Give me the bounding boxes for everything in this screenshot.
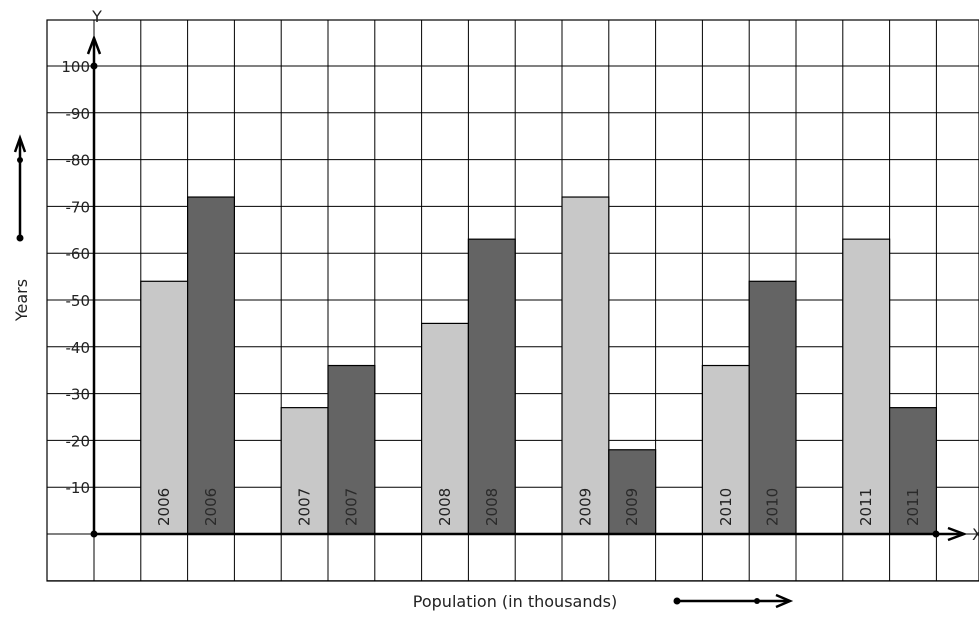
x-axis-letter: X <box>972 525 979 544</box>
bar-2010-s1 <box>701 364 750 535</box>
bar-2008-s2 <box>467 238 516 535</box>
bar-2008-s1 <box>421 322 470 535</box>
bar-2006-s1 <box>140 280 189 535</box>
bar-label-2008-s2: 2008 <box>483 488 501 526</box>
bar-2009-s2 <box>608 449 657 535</box>
y-tick-label: -30 <box>66 386 91 404</box>
bar-label-2008-s1: 2008 <box>436 488 454 526</box>
bar-label-2007-s1: 2007 <box>296 488 314 526</box>
y-tick-label: -20 <box>66 432 91 450</box>
bar-label-2009-s1: 2009 <box>576 488 594 526</box>
bar-label-2010-s1: 2010 <box>717 488 735 526</box>
bar-2011-s2 <box>888 407 937 535</box>
bar-2006-s2 <box>187 196 236 535</box>
y-tick-label: 100 <box>61 58 90 76</box>
y-axis-letter: Y <box>91 7 102 26</box>
y-tick-label: -70 <box>66 198 91 216</box>
y-tick-label: -50 <box>66 292 91 310</box>
bar-label-2006-s1: 2006 <box>155 488 173 526</box>
y-tick-label: -60 <box>66 245 91 263</box>
bar-label-2011-s1: 2011 <box>857 488 875 526</box>
bars: 2006 2006 2007 2007 2008 2008 2009 2009 2010 2010… <box>140 196 937 535</box>
axes <box>86 34 968 542</box>
bar-2011-s1 <box>842 238 891 535</box>
axis-titles: Y X Population (in thousands) Years <box>12 7 979 611</box>
y-tick-label: -10 <box>66 479 91 497</box>
bar-label-2011-s2: 2011 <box>904 488 922 526</box>
y-tick-label: -40 <box>66 339 91 357</box>
y-axis-label: Years <box>12 279 31 322</box>
bar-2007-s1 <box>280 407 329 535</box>
bar-label-2009-s2: 2009 <box>623 488 641 526</box>
y-tick-label: -90 <box>66 105 91 123</box>
y-ticks: -10 -20 -30 -40 -50 -60 -70 -80 -90 100 <box>61 58 90 497</box>
y-tick-label: -80 <box>66 152 91 170</box>
bar-label-2010-s2: 2010 <box>764 488 782 526</box>
bar-2009-s1 <box>561 196 610 535</box>
x-axis-label: Population (in thousands) <box>413 592 617 611</box>
decorative-arrows <box>13 134 794 609</box>
bar-label-2006-s2: 2006 <box>202 488 220 526</box>
bar-2010-s2 <box>748 280 797 535</box>
bar-label-2007-s2: 2007 <box>342 488 360 526</box>
